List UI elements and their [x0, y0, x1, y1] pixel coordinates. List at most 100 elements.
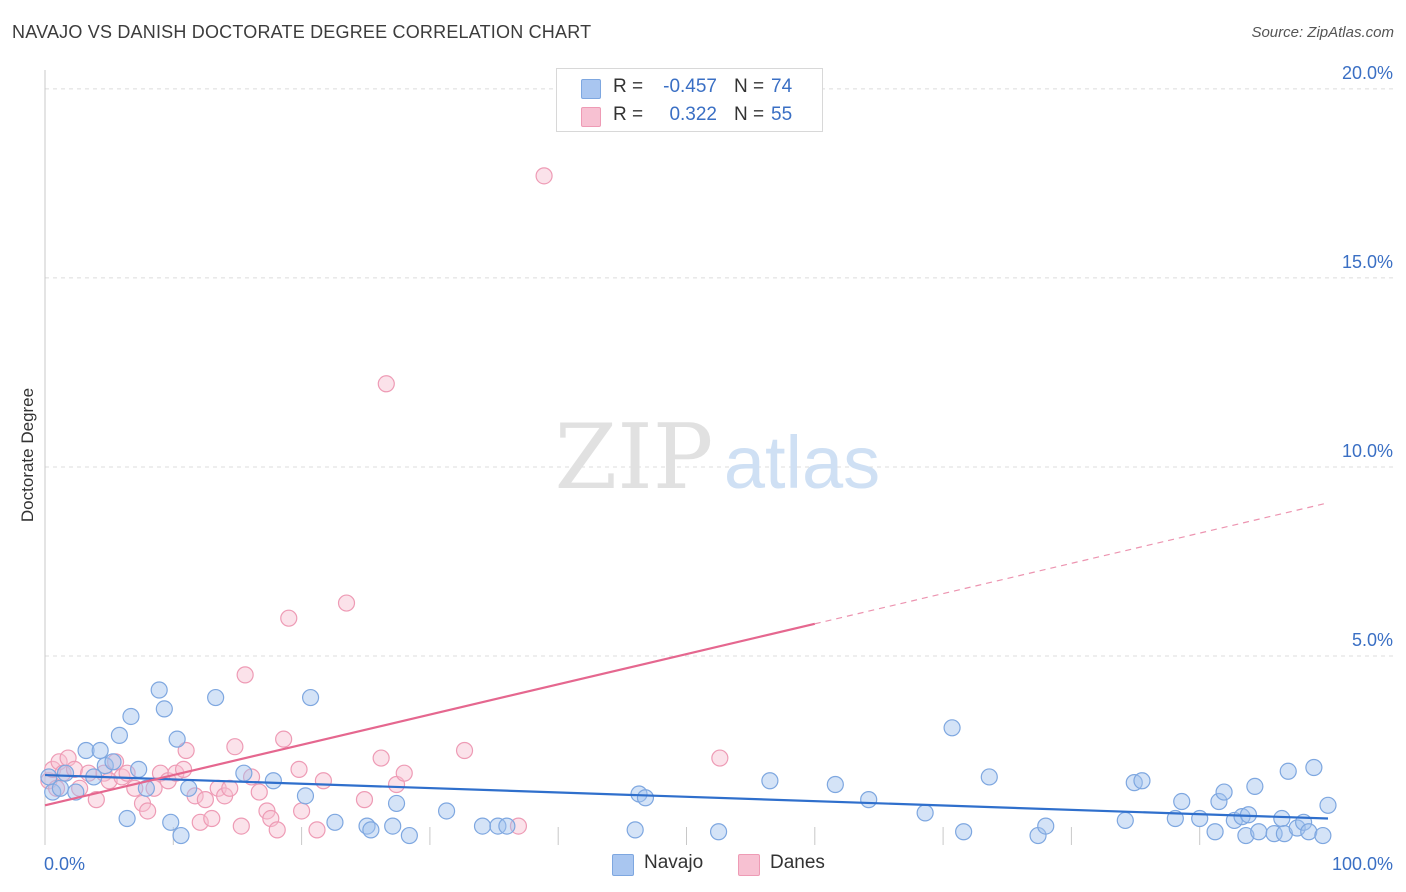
navajo-point: [636, 789, 655, 807]
r-label: R =: [613, 104, 644, 125]
y-tick-label: 5.0%: [1352, 630, 1393, 650]
navajo-point: [384, 817, 402, 835]
navajo-point: [1210, 792, 1228, 811]
navajo-point: [296, 787, 315, 805]
grid-lines: [45, 88, 1395, 657]
navajo-point: [400, 826, 418, 845]
danes-point: [377, 375, 395, 393]
navajo-point: [264, 772, 282, 790]
navajo-point: [77, 741, 95, 760]
navajo-point: [387, 794, 406, 813]
navajo-point: [235, 764, 253, 782]
tick-labels: 5.0% 10.0% 15.0% 20.0% 0.0% 100.0%: [44, 63, 1393, 874]
navajo-point: [1133, 772, 1151, 790]
danes-legend-swatch: [738, 854, 760, 876]
danes-point: [308, 821, 326, 839]
danes-point: [455, 741, 474, 760]
navajo-point: [498, 817, 516, 835]
trend-lines: [44, 502, 1329, 820]
navajo-point: [761, 772, 779, 790]
danes-point: [268, 821, 286, 839]
navajo-point: [1319, 796, 1337, 814]
danes-point: [177, 741, 195, 760]
y-tick-label: 15.0%: [1342, 252, 1393, 272]
danes-point: [355, 791, 374, 809]
danes-point: [280, 609, 298, 627]
navajo-point: [1246, 777, 1264, 796]
watermark: ZIP atlas: [555, 405, 880, 510]
danes-point: [337, 594, 356, 612]
navajo-point: [1173, 792, 1191, 811]
danes-point: [203, 809, 221, 828]
navajo-trend-line: [44, 773, 1329, 820]
danes-point: [290, 760, 308, 778]
r-label: R =: [613, 76, 644, 97]
navajo-point: [1300, 823, 1318, 841]
danes-point: [65, 760, 84, 778]
navajo-point: [180, 779, 198, 797]
navajo-point: [162, 813, 180, 831]
danes-point: [221, 779, 239, 797]
navajo-point: [362, 821, 380, 839]
navajo-point: [437, 802, 456, 820]
navajo-point: [489, 817, 507, 835]
chart-title: NAVAJO VS DANISH DOCTORATE DEGREE CORREL…: [12, 22, 592, 42]
danes-point: [535, 167, 553, 185]
danes-point: [711, 749, 729, 767]
navajo-swatch: [581, 79, 601, 99]
navajo-point: [122, 707, 140, 726]
navajo-point: [626, 821, 644, 839]
danes-point: [395, 764, 413, 782]
danes-point: [196, 791, 214, 809]
navajo-point: [172, 826, 190, 845]
y-tick-label: 10.0%: [1342, 441, 1393, 461]
navajo-point: [1206, 823, 1224, 841]
navajo-point: [1279, 762, 1297, 780]
r-value: 0.322: [669, 104, 717, 125]
navajo-point: [1314, 826, 1332, 845]
danes-trend-extension: [814, 502, 1329, 625]
navajo-point: [1250, 823, 1268, 841]
watermark-atlas: atlas: [724, 421, 880, 504]
y-tick-label: 20.0%: [1342, 63, 1393, 83]
navajo-point: [1305, 758, 1323, 777]
navajo-point: [1116, 811, 1134, 830]
navajo-legend-swatch: [612, 854, 634, 876]
navajo-point: [943, 719, 961, 737]
navajo-point: [1037, 817, 1055, 835]
navajo-point: [168, 730, 186, 748]
navajo-point: [207, 688, 225, 707]
navajo-point: [56, 764, 75, 782]
navajo-point: [150, 681, 168, 699]
navajo-point: [104, 753, 122, 771]
danes-point: [139, 802, 157, 820]
danes-point: [236, 666, 254, 684]
navajo-point: [860, 791, 878, 809]
navajo-point: [916, 804, 934, 822]
danes-point: [250, 783, 268, 801]
watermark-zip: ZIP: [555, 405, 714, 510]
danes-point: [87, 791, 105, 809]
n-label: N =: [734, 76, 765, 97]
correlation-legend: R = -0.457 N = 74 R = 0.322 N = 55: [556, 68, 823, 132]
source-label: Source: ZipAtlas.com: [1251, 24, 1394, 41]
danes-point: [314, 772, 333, 790]
danes-point: [275, 730, 293, 748]
r-value: -0.457: [663, 76, 717, 97]
legend-row-danes: R = 0.322 N = 55: [557, 101, 822, 129]
navajo-point: [709, 823, 728, 841]
danes-point: [372, 749, 390, 767]
legend-row-navajo: R = -0.457 N = 74: [557, 73, 822, 101]
danes-point: [293, 802, 311, 820]
navajo-point: [1237, 826, 1255, 845]
navajo-point: [110, 726, 129, 744]
navajo-point: [955, 823, 973, 841]
danes-point: [232, 817, 250, 835]
navajo-point: [473, 817, 492, 835]
navajo-point: [51, 779, 69, 797]
navajo-point: [980, 768, 998, 786]
danes-swatch: [581, 107, 601, 127]
navajo-point: [155, 700, 173, 718]
axes: [44, 70, 1201, 845]
